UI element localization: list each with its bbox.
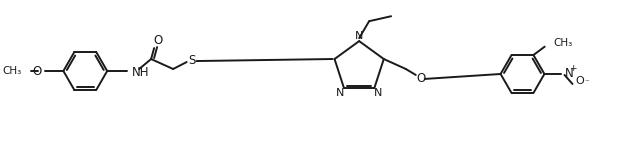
- Text: O: O: [32, 64, 41, 78]
- Text: O: O: [416, 72, 426, 85]
- Text: N: N: [374, 88, 383, 98]
- Text: ⁻: ⁻: [584, 78, 589, 87]
- Text: CH₃: CH₃: [554, 38, 573, 48]
- Text: N: N: [336, 88, 344, 98]
- Text: O: O: [575, 76, 584, 86]
- Text: N: N: [565, 67, 574, 81]
- Text: CH₃: CH₃: [3, 66, 22, 76]
- Text: S: S: [188, 54, 195, 67]
- Text: NH: NH: [132, 66, 150, 80]
- Text: +: +: [569, 63, 576, 73]
- Text: O: O: [154, 34, 163, 47]
- Text: N: N: [355, 31, 363, 41]
